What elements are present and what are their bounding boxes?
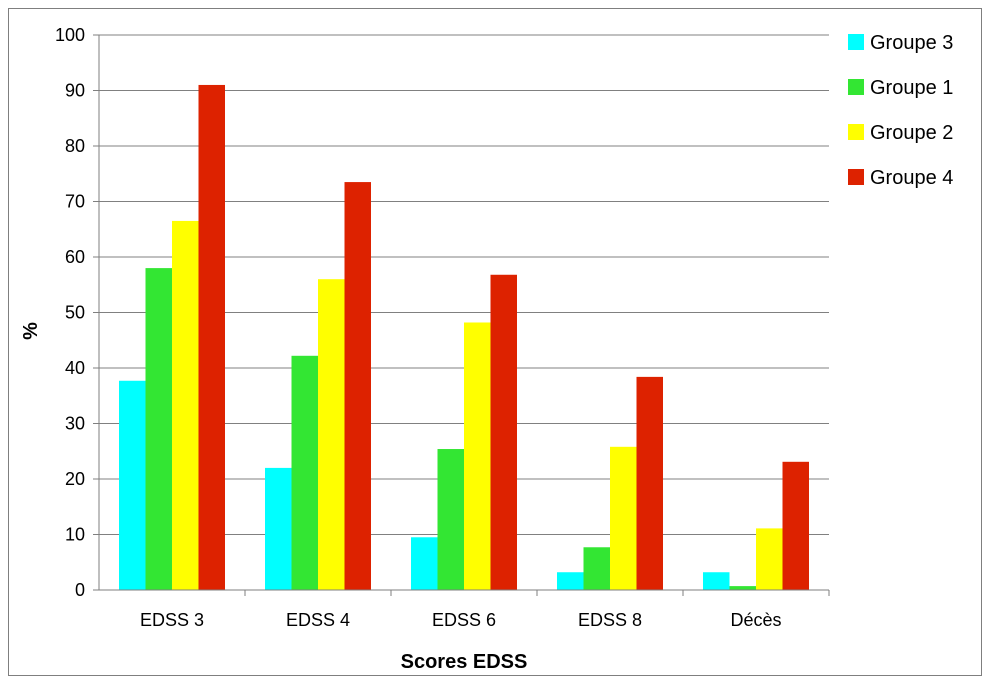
bar [557,572,584,590]
x-tick-label: Décès [730,610,781,630]
y-tick-label: 80 [65,136,85,156]
bar [464,322,491,590]
y-tick-label: 90 [65,81,85,101]
legend-swatch [848,124,864,140]
y-tick-label: 50 [65,303,85,323]
x-axis-title: Scores EDSS [401,651,528,673]
bar [437,449,464,590]
y-tick-label: 20 [65,469,85,489]
legend-label: Groupe 4 [870,167,953,189]
x-tick-label: EDSS 6 [432,610,496,630]
bar [318,279,345,590]
y-axis-title: % [20,322,42,340]
y-tick-label: 10 [65,525,85,545]
y-tick-label: 70 [65,192,85,212]
bar [756,528,783,590]
x-tick-label: EDSS 3 [140,610,204,630]
bar [490,274,517,590]
x-tick-label: EDSS 4 [286,610,350,630]
bars [119,84,809,591]
bar [610,446,637,590]
bar [344,182,371,590]
bar [782,461,809,590]
legend-label: Groupe 3 [870,32,953,54]
bar [636,376,663,590]
legend-swatch [848,79,864,95]
x-tick-label: EDSS 8 [578,610,642,630]
bar [172,220,199,591]
legend-swatch [848,169,864,185]
x-tick-labels: EDSS 3 EDSS 4 EDSS 6 EDSS 8 Décès [140,590,830,630]
y-tick-label: 100 [55,25,85,45]
bar [265,467,292,590]
bar [291,355,318,590]
bar [411,537,438,590]
y-tick-label: 40 [65,358,85,378]
bar [703,572,730,590]
legend-label: Groupe 2 [870,122,953,144]
legend-swatch [848,34,864,50]
bar [583,547,610,590]
legend: Groupe 3 Groupe 1 Groupe 2 Groupe 4 [848,32,953,189]
y-tick-label: 0 [75,580,85,600]
bar [729,586,756,590]
bar [119,380,146,590]
y-tick-label: 30 [65,414,85,434]
y-tick-label: 60 [65,247,85,267]
y-tick-labels: 0 10 20 30 40 50 60 70 80 90 100 [55,25,99,600]
bar [198,84,225,590]
bar [145,268,172,590]
legend-label: Groupe 1 [870,77,953,99]
